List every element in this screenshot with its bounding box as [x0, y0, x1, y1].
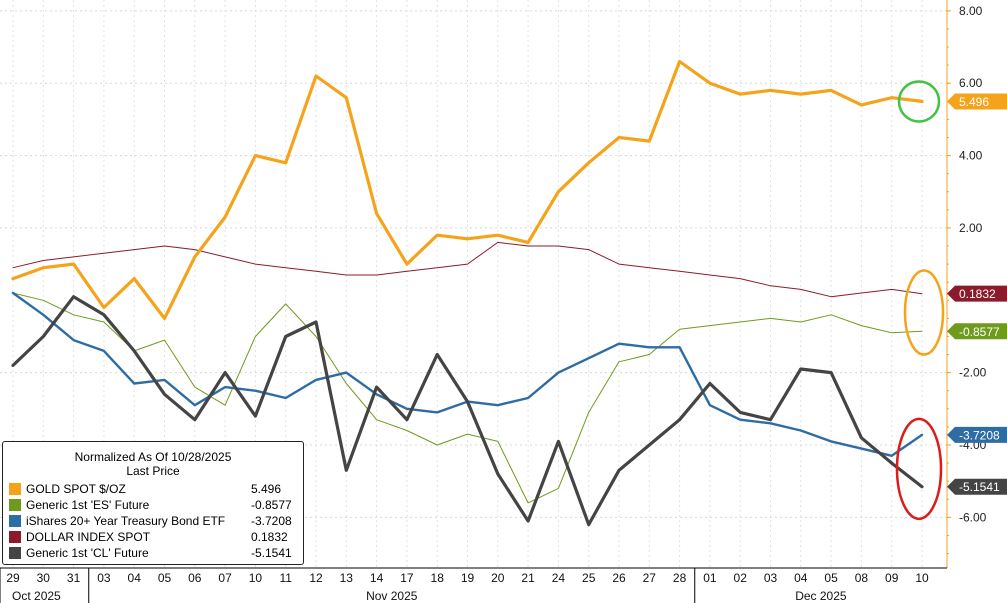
- x-tick-label: 01: [703, 571, 717, 585]
- x-tick-label: 27: [643, 571, 657, 585]
- x-tick-label: 02: [734, 571, 748, 585]
- last-value-tag: [947, 426, 1007, 443]
- x-tick-label: 06: [188, 571, 202, 585]
- legend-value: -5.1541: [251, 546, 292, 560]
- x-tick-label: 30: [37, 571, 51, 585]
- legend-entry-dxy: DOLLAR INDEX SPOT 0.1832: [9, 530, 297, 545]
- x-tick-label: 24: [552, 571, 566, 585]
- annotation-ellipse-es-dxy: [903, 269, 945, 356]
- x-tick-label: 07: [218, 571, 232, 585]
- x-tick-label: 09: [885, 571, 899, 585]
- x-tick-label: 12: [309, 571, 323, 585]
- last-value-tag: [947, 285, 1007, 302]
- x-tick-label: 05: [158, 571, 172, 585]
- y-tick-label: -6.00: [959, 510, 987, 524]
- last-value-tag: [947, 93, 1007, 110]
- x-tick-label: 29: [6, 571, 20, 585]
- y-tick-label: -2.00: [959, 366, 987, 380]
- x-tick-label: 03: [97, 571, 111, 585]
- legend-entry-tlt: iShares 20+ Year Treasury Bond ETF -3.720…: [9, 514, 297, 529]
- last-value-tags: 5.496 -0.8577 -3.7208 0.1832 -5.1541: [947, 93, 1007, 495]
- x-tick-label: 03: [764, 571, 778, 585]
- x-tick-label: 17: [400, 571, 414, 585]
- x-axis: 29 30 31 03 04 05 06 07 10 11 12 13 14 17 18 19 20 21 24 25…: [0, 567, 947, 603]
- annotation-shapes: [895, 80, 945, 521]
- series-line: [12, 292, 923, 504]
- series-lines: [11, 59, 924, 527]
- x-tick-label: 10: [915, 571, 929, 585]
- legend-entry-gold: GOLD SPOT $/OZ 5.496: [9, 482, 297, 497]
- legend-swatch: [9, 531, 21, 543]
- series-line: [11, 295, 924, 527]
- series-line: [12, 241, 923, 298]
- legend-label: iShares 20+ Year Treasury Bond ETF: [26, 514, 226, 528]
- legend-swatch: [9, 515, 21, 527]
- x-tick-label: 18: [431, 571, 445, 585]
- y-tick-label: 8.00: [959, 4, 983, 18]
- last-value-label: -3.7208: [959, 428, 1000, 442]
- last-value-tag: [947, 323, 1007, 340]
- x-tick-label: 10: [249, 571, 263, 585]
- x-tick-label: 04: [128, 571, 142, 585]
- last-value-tag: [947, 478, 1007, 495]
- legend-value: -0.8577: [251, 498, 292, 512]
- legend-subtitle: Last Price: [126, 464, 180, 478]
- x-tick-label: 28: [673, 571, 687, 585]
- last-value-label: 5.496: [959, 95, 989, 109]
- x-tick-label: 04: [794, 571, 808, 585]
- x-tick-label: 14: [370, 571, 384, 585]
- x-month-label: Oct 2025: [12, 589, 61, 603]
- x-tick-label: 31: [67, 571, 81, 585]
- y-tick-label: 4.00: [959, 149, 983, 163]
- x-tick-label: 25: [582, 571, 596, 585]
- last-value-label: -5.1541: [959, 480, 1000, 494]
- legend-value: -3.7208: [251, 514, 292, 528]
- last-value-label: -0.8577: [959, 325, 1000, 339]
- legend-swatch: [9, 547, 21, 559]
- x-tick-label: 11: [279, 571, 292, 585]
- legend-label: DOLLAR INDEX SPOT: [26, 530, 151, 544]
- legend-swatch: [9, 499, 21, 511]
- legend-value: 0.1832: [251, 530, 288, 544]
- legend-label: Generic 1st 'ES' Future: [26, 498, 150, 512]
- legend-entry-es: Generic 1st 'ES' Future -0.8577: [9, 498, 297, 513]
- y-axis: 8.006.004.002.00-2.00-4.00-6.00: [946, 0, 987, 568]
- y-tick-label: 6.00: [959, 76, 983, 90]
- x-month-label: Nov 2025: [366, 589, 418, 603]
- x-tick-label: 13: [340, 571, 354, 585]
- legend-value: 5.496: [251, 482, 282, 496]
- annotation-circle-gold: [897, 80, 941, 123]
- legend-label: GOLD SPOT $/OZ: [26, 482, 126, 496]
- x-tick-label: 19: [461, 571, 475, 585]
- x-tick-label: 05: [824, 571, 838, 585]
- y-tick-label: 2.00: [959, 221, 983, 235]
- legend-label: Generic 1st 'CL' Future: [26, 546, 149, 560]
- x-tick-label: 08: [855, 571, 869, 585]
- series-line: [11, 59, 924, 320]
- x-month-label: Dec 2025: [795, 589, 847, 603]
- x-tick-label: 21: [521, 571, 535, 585]
- x-tick-label: 26: [612, 571, 626, 585]
- last-value-label: 0.1832: [959, 287, 996, 301]
- x-tick-label: 20: [491, 571, 505, 585]
- legend-entry-cl: Generic 1st 'CL' Future -5.1541: [9, 546, 297, 561]
- legend-title: Normalized As Of 10/28/2025: [74, 450, 232, 464]
- legend-box: Normalized As Of 10/28/2025 Last Price G…: [2, 441, 304, 565]
- legend-swatch: [9, 483, 21, 495]
- annotation-ellipse-cl-tlt: [895, 417, 943, 521]
